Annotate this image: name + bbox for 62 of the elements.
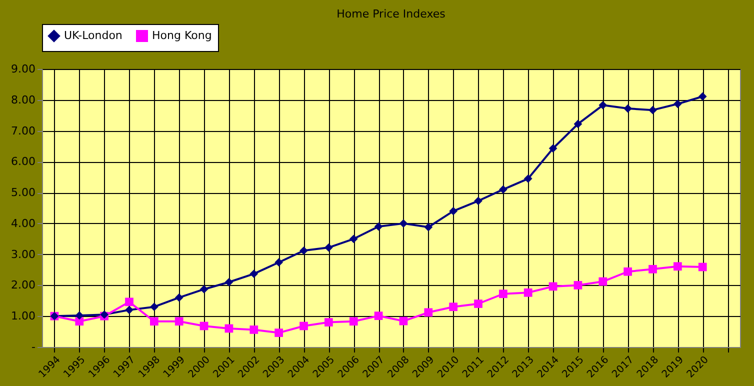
y-tick-label: 1.00 <box>11 310 36 323</box>
point <box>598 277 608 286</box>
point <box>300 246 308 255</box>
point <box>300 322 308 330</box>
point <box>125 306 134 314</box>
point <box>498 290 508 298</box>
y-tick-label: 6.00 <box>11 155 36 168</box>
point <box>374 222 383 231</box>
point <box>698 262 707 272</box>
point <box>474 300 482 308</box>
y-tick-label: 2.00 <box>11 278 36 292</box>
point <box>174 317 184 326</box>
point <box>598 100 608 110</box>
point <box>274 328 284 337</box>
point <box>224 324 234 333</box>
legend-label: Hong Kong <box>152 29 212 42</box>
point <box>374 312 383 320</box>
y-tick-label: 7.00 <box>11 124 36 138</box>
point <box>449 206 458 216</box>
point <box>424 308 433 317</box>
point <box>274 258 284 267</box>
point <box>150 317 158 326</box>
point <box>673 100 682 108</box>
legend-label: UK-London <box>64 29 122 42</box>
point <box>648 106 657 114</box>
y-tick-label: 5.00 <box>11 186 36 200</box>
y-tick-label: 9.00 <box>11 62 36 76</box>
point <box>648 264 657 274</box>
point <box>399 219 408 228</box>
point <box>673 262 682 271</box>
point <box>624 267 632 276</box>
point <box>574 120 582 128</box>
chart-title: Home Price Indexes <box>336 8 446 20</box>
point <box>449 302 458 312</box>
point <box>399 316 408 326</box>
point <box>574 281 582 290</box>
point <box>548 282 558 291</box>
point <box>174 293 184 302</box>
point <box>150 302 158 312</box>
y-tick-label: 3.00 <box>11 248 36 261</box>
point <box>698 92 707 101</box>
y-tick-label: 8.00 <box>11 93 36 106</box>
point <box>250 270 258 278</box>
point <box>349 234 358 244</box>
point <box>324 243 333 252</box>
point <box>524 288 532 297</box>
point <box>424 222 433 232</box>
y-tick-label: 4.00 <box>11 216 36 230</box>
point <box>125 298 134 306</box>
point <box>75 311 84 320</box>
y-tick-label: - <box>32 340 36 354</box>
point <box>250 326 258 334</box>
point <box>200 285 208 294</box>
point <box>474 196 482 206</box>
point <box>349 317 358 326</box>
point <box>624 104 632 113</box>
point <box>524 174 532 183</box>
point <box>498 185 508 194</box>
point <box>224 278 234 286</box>
point <box>324 318 333 326</box>
point <box>200 322 208 330</box>
point <box>548 144 558 153</box>
